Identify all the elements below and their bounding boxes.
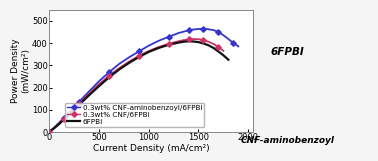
Y-axis label: Power Density
(mW/cm²): Power Density (mW/cm²) — [11, 38, 31, 103]
0.3wt% CNF-aminobenzoyl/6FPBI — [136, 51, 141, 52]
6FPBI — [176, 42, 181, 44]
Line: 0.3wt% CNF-aminobenzoyl/6FPBI: 0.3wt% CNF-aminobenzoyl/6FPBI — [47, 27, 235, 134]
6FPBI — [62, 118, 67, 120]
0.3wt% CNF/6FPBI — [166, 43, 171, 45]
X-axis label: Current Density (mA/cm²): Current Density (mA/cm²) — [93, 144, 209, 153]
6FPBI — [191, 41, 196, 43]
0.3wt% CNF-aminobenzoyl/6FPBI — [166, 36, 171, 38]
6FPBI — [136, 56, 141, 58]
0.3wt% CNF-aminobenzoyl/6FPBI — [77, 101, 81, 103]
6FPBI — [226, 59, 231, 61]
0.3wt% CNF/6FPBI — [47, 131, 51, 133]
6FPBI — [206, 44, 211, 46]
6FPBI — [57, 123, 61, 125]
0.3wt% CNF/6FPBI — [136, 55, 141, 57]
0.3wt% CNF-aminobenzoyl/6FPBI — [216, 31, 221, 33]
6FPBI — [72, 109, 76, 111]
6FPBI — [181, 41, 186, 43]
6FPBI — [77, 104, 81, 106]
Legend: 0.3wt% CNF-aminobenzoyl/6FPBI, 0.3wt% CNF/6FPBI, 6FPBI: 0.3wt% CNF-aminobenzoyl/6FPBI, 0.3wt% CN… — [65, 103, 204, 127]
6FPBI — [87, 94, 91, 96]
6FPBI — [186, 40, 191, 42]
0.3wt% CNF-aminobenzoyl/6FPBI — [201, 28, 206, 30]
0.3wt% CNF-aminobenzoyl/6FPBI — [231, 42, 235, 44]
0.3wt% CNF/6FPBI — [186, 38, 191, 40]
0.3wt% CNF-aminobenzoyl/6FPBI — [62, 117, 67, 118]
0.3wt% CNF/6FPBI — [77, 103, 81, 104]
6FPBI — [196, 41, 201, 43]
6FPBI — [156, 47, 161, 49]
0.3wt% CNF-aminobenzoyl/6FPBI — [107, 71, 111, 73]
Line: 0.3wt% CNF/6FPBI: 0.3wt% CNF/6FPBI — [47, 38, 220, 134]
0.3wt% CNF-aminobenzoyl/6FPBI — [186, 29, 191, 31]
0.3wt% CNF/6FPBI — [216, 46, 221, 48]
6FPBI — [107, 76, 111, 78]
6FPBI — [211, 47, 216, 49]
6FPBI — [221, 54, 226, 56]
0.3wt% CNF-aminobenzoyl/6FPBI — [47, 131, 51, 133]
Line: 6FPBI: 6FPBI — [49, 41, 228, 132]
6FPBI — [67, 114, 71, 116]
6FPBI — [127, 62, 131, 64]
6FPBI — [97, 85, 101, 87]
0.3wt% CNF/6FPBI — [62, 118, 67, 120]
0.3wt% CNF/6FPBI — [107, 75, 111, 77]
Text: 6FPBI: 6FPBI — [270, 47, 304, 57]
6FPBI — [116, 69, 121, 71]
6FPBI — [166, 44, 171, 46]
Text: CNF-aminobenzoyl: CNF-aminobenzoyl — [240, 136, 334, 145]
6FPBI — [216, 51, 221, 52]
6FPBI — [47, 131, 51, 133]
6FPBI — [146, 51, 151, 53]
6FPBI — [201, 43, 206, 44]
6FPBI — [52, 127, 56, 129]
0.3wt% CNF/6FPBI — [201, 39, 206, 41]
